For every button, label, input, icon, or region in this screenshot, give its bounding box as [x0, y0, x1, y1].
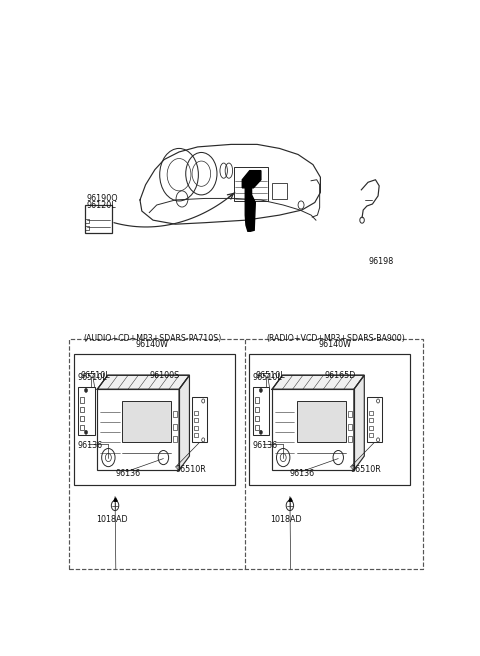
Bar [80, 416, 84, 420]
Bar [272, 390, 354, 470]
Text: 96510R: 96510R [350, 464, 381, 474]
Bar [85, 205, 112, 233]
Polygon shape [179, 375, 190, 470]
Polygon shape [97, 375, 190, 390]
Bar [254, 398, 259, 403]
Circle shape [259, 388, 263, 392]
Bar [173, 411, 177, 417]
Text: 96510L: 96510L [252, 373, 282, 382]
Bar [252, 387, 269, 435]
Circle shape [84, 430, 87, 434]
Bar [297, 401, 346, 442]
Text: 96198: 96198 [368, 257, 393, 266]
Text: 96510L: 96510L [78, 373, 108, 382]
Bar [80, 398, 84, 403]
Bar [173, 424, 177, 430]
Circle shape [259, 430, 263, 434]
Bar [192, 397, 207, 442]
Text: 96510L: 96510L [255, 371, 285, 380]
Text: 96120L: 96120L [86, 201, 116, 209]
Text: (RADIO+VCD+MP3+SDARS-BA900): (RADIO+VCD+MP3+SDARS-BA900) [266, 334, 405, 343]
Bar [173, 436, 177, 442]
Bar [369, 418, 373, 422]
Bar [78, 387, 95, 435]
Bar [367, 397, 382, 442]
Bar [122, 401, 171, 442]
Text: 96140W: 96140W [319, 340, 352, 349]
Bar [194, 418, 198, 422]
Text: 1018AD: 1018AD [96, 515, 127, 523]
Bar [369, 434, 373, 438]
Bar [249, 354, 409, 485]
Text: 96510L: 96510L [81, 371, 110, 380]
Text: 1018AD: 1018AD [271, 515, 302, 523]
Circle shape [84, 388, 87, 392]
Bar [85, 219, 89, 223]
Bar [69, 339, 423, 569]
Polygon shape [245, 188, 255, 232]
Bar [85, 226, 89, 230]
Bar [194, 411, 198, 415]
Bar [369, 411, 373, 415]
Text: 96100S: 96100S [149, 371, 180, 380]
Polygon shape [354, 375, 364, 470]
Text: 96510R: 96510R [175, 464, 206, 474]
Bar [80, 424, 84, 430]
Bar [369, 426, 373, 430]
Bar [74, 354, 235, 485]
Bar [254, 416, 259, 420]
Text: 96136: 96136 [252, 441, 278, 451]
Bar [234, 167, 267, 201]
Bar [272, 183, 287, 199]
Bar [80, 407, 84, 411]
Text: 96190Q: 96190Q [86, 194, 118, 203]
Bar [97, 390, 179, 470]
Text: 96140W: 96140W [136, 340, 169, 349]
Bar [254, 424, 259, 430]
Bar [348, 411, 352, 417]
Text: 96136: 96136 [290, 469, 315, 478]
Text: 96136: 96136 [115, 469, 140, 478]
Bar [348, 436, 352, 442]
Bar [194, 434, 198, 438]
Bar [194, 426, 198, 430]
Bar [254, 407, 259, 411]
Text: (AUDIO+CD+MP3+SDARS-PA710S): (AUDIO+CD+MP3+SDARS-PA710S) [83, 334, 221, 343]
Polygon shape [272, 375, 364, 390]
Text: 96165D: 96165D [324, 371, 356, 380]
Bar [348, 424, 352, 430]
Text: 96136: 96136 [78, 441, 103, 451]
Polygon shape [242, 171, 261, 188]
